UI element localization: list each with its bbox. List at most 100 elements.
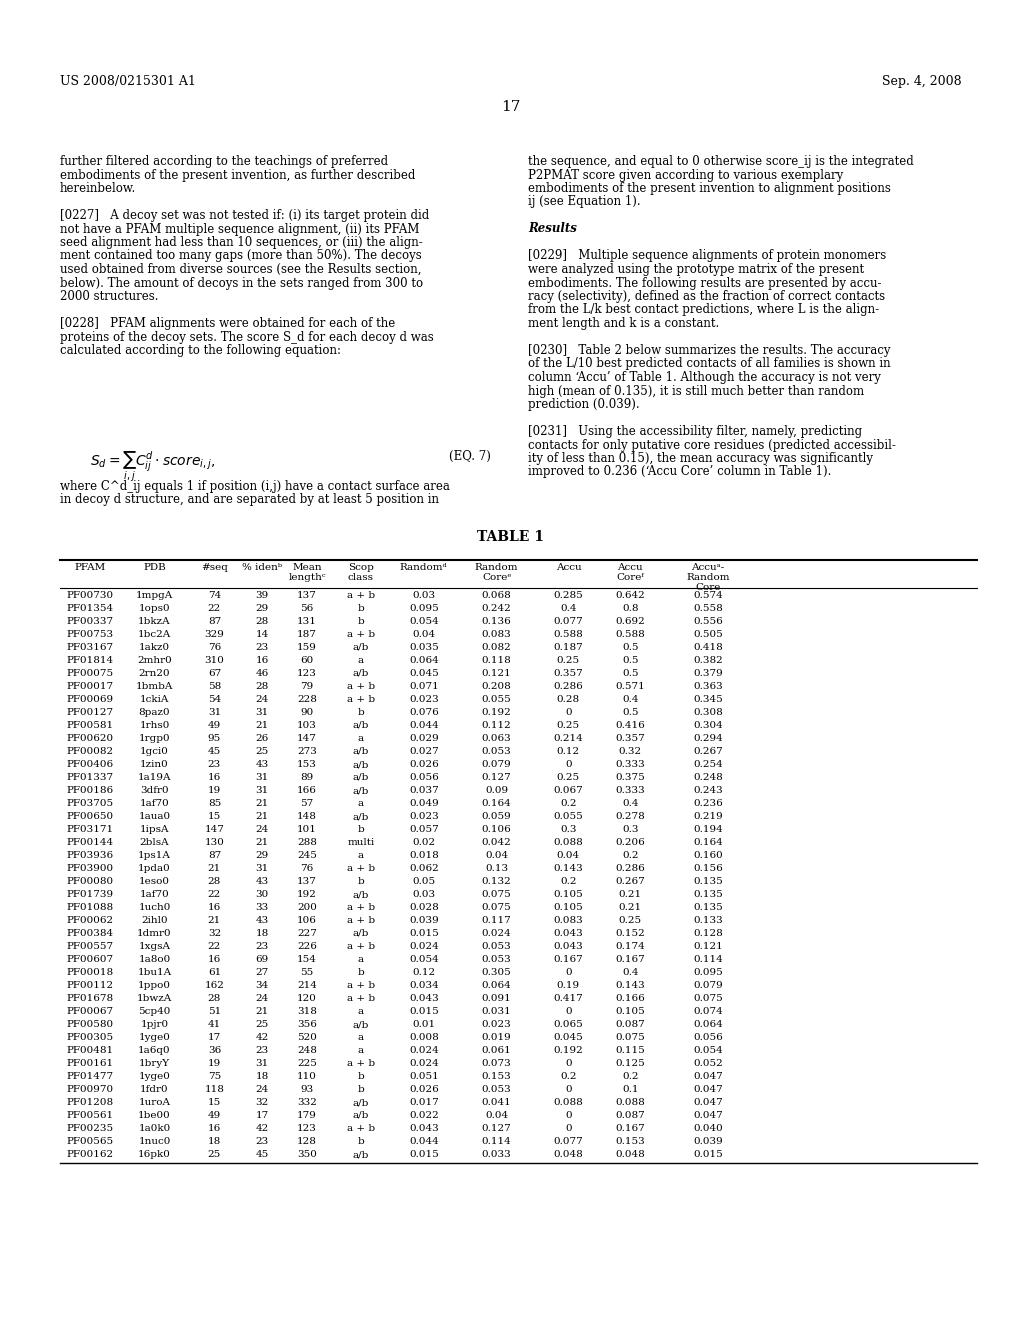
Text: 0.588: 0.588: [554, 630, 584, 639]
Text: 21: 21: [256, 721, 269, 730]
Text: b: b: [357, 1085, 365, 1094]
Text: a/b: a/b: [353, 643, 370, 652]
Text: 67: 67: [208, 669, 221, 678]
Text: 0.105: 0.105: [554, 903, 584, 912]
Text: 2000 structures.: 2000 structures.: [59, 290, 159, 304]
Text: 3dfr0: 3dfr0: [140, 785, 169, 795]
Text: 123: 123: [297, 669, 317, 678]
Text: 27: 27: [256, 968, 269, 977]
Text: 0: 0: [565, 1007, 571, 1016]
Text: 28: 28: [208, 994, 221, 1003]
Text: PF00067: PF00067: [67, 1007, 114, 1016]
Text: 16: 16: [208, 954, 221, 964]
Text: 0.023: 0.023: [409, 696, 438, 704]
Text: 25: 25: [256, 747, 269, 756]
Text: 24: 24: [256, 825, 269, 834]
Text: 0.357: 0.357: [554, 669, 584, 678]
Text: 0.187: 0.187: [554, 643, 584, 652]
Text: column ‘Accu’ of Table 1. Although the accuracy is not very: column ‘Accu’ of Table 1. Although the a…: [528, 371, 882, 384]
Text: 0.048: 0.048: [615, 1150, 645, 1159]
Text: embodiments of the present invention, as further described: embodiments of the present invention, as…: [59, 169, 415, 181]
Text: PF00730: PF00730: [67, 591, 114, 601]
Text: a/b: a/b: [353, 1020, 370, 1030]
Text: 0.164: 0.164: [693, 838, 723, 847]
Text: 0.039: 0.039: [409, 916, 438, 925]
Text: 0.087: 0.087: [615, 1111, 645, 1119]
Text: 0.132: 0.132: [481, 876, 511, 886]
Text: 0.286: 0.286: [554, 682, 584, 690]
Text: a: a: [358, 734, 365, 743]
Text: a: a: [358, 1034, 365, 1041]
Text: 15: 15: [208, 1098, 221, 1107]
Text: 0.079: 0.079: [693, 981, 723, 990]
Text: 1dmr0: 1dmr0: [137, 929, 172, 939]
Text: 58: 58: [208, 682, 221, 690]
Text: PF00481: PF00481: [67, 1045, 114, 1055]
Text: 0.067: 0.067: [554, 785, 584, 795]
Text: 0.043: 0.043: [409, 1125, 438, 1133]
Text: 123: 123: [297, 1125, 317, 1133]
Text: 21: 21: [208, 865, 221, 873]
Text: PF00069: PF00069: [67, 696, 114, 704]
Text: Mean: Mean: [292, 564, 322, 572]
Text: 21: 21: [256, 812, 269, 821]
Text: 1akz0: 1akz0: [139, 643, 170, 652]
Text: Sep. 4, 2008: Sep. 4, 2008: [882, 75, 962, 88]
Text: 16pk0: 16pk0: [138, 1150, 171, 1159]
Text: calculated according to the following equation:: calculated according to the following eq…: [59, 345, 341, 356]
Text: 0.236: 0.236: [693, 799, 723, 808]
Text: 21: 21: [256, 799, 269, 808]
Text: 0.082: 0.082: [481, 643, 511, 652]
Text: 45: 45: [256, 1150, 269, 1159]
Text: 1uroA: 1uroA: [138, 1098, 171, 1107]
Text: 1af70: 1af70: [139, 799, 169, 808]
Text: 17: 17: [501, 100, 520, 114]
Text: PF01739: PF01739: [67, 890, 114, 899]
Text: 0.166: 0.166: [615, 994, 645, 1003]
Text: 0.04: 0.04: [413, 630, 435, 639]
Text: 22: 22: [208, 942, 221, 950]
Text: 120: 120: [297, 994, 317, 1003]
Text: 0.285: 0.285: [554, 591, 584, 601]
Text: 1gci0: 1gci0: [140, 747, 169, 756]
Text: 0.088: 0.088: [554, 838, 584, 847]
Text: 0.167: 0.167: [615, 954, 645, 964]
Text: 28: 28: [256, 616, 269, 626]
Text: PF01088: PF01088: [67, 903, 114, 912]
Text: ij (see Equation 1).: ij (see Equation 1).: [528, 195, 641, 209]
Text: 0.153: 0.153: [615, 1137, 645, 1146]
Text: 0.03: 0.03: [413, 890, 435, 899]
Text: 0.075: 0.075: [615, 1034, 645, 1041]
Text: 0.127: 0.127: [481, 774, 511, 781]
Text: 0.25: 0.25: [557, 774, 580, 781]
Text: 0.024: 0.024: [409, 942, 438, 950]
Text: 0.115: 0.115: [615, 1045, 645, 1055]
Text: 60: 60: [300, 656, 313, 665]
Text: 24: 24: [256, 1085, 269, 1094]
Text: a + b: a + b: [347, 916, 375, 925]
Text: 0.03: 0.03: [413, 591, 435, 601]
Text: 0.2: 0.2: [622, 1072, 638, 1081]
Text: 0.026: 0.026: [409, 760, 438, 770]
Text: a/b: a/b: [353, 890, 370, 899]
Text: 0.048: 0.048: [554, 1150, 584, 1159]
Text: 103: 103: [297, 721, 317, 730]
Text: 0.167: 0.167: [615, 1125, 645, 1133]
Text: Accuᵃ-: Accuᵃ-: [691, 564, 725, 572]
Text: PF00970: PF00970: [67, 1085, 114, 1094]
Text: 1yge0: 1yge0: [138, 1072, 171, 1081]
Text: prediction (0.039).: prediction (0.039).: [528, 399, 640, 411]
Text: 128: 128: [297, 1137, 317, 1146]
Text: 0.12: 0.12: [413, 968, 435, 977]
Text: 0.505: 0.505: [693, 630, 723, 639]
Text: 0.194: 0.194: [693, 825, 723, 834]
Text: 1ckiA: 1ckiA: [140, 696, 169, 704]
Text: 248: 248: [297, 1045, 317, 1055]
Text: 192: 192: [297, 890, 317, 899]
Text: 24: 24: [256, 696, 269, 704]
Text: 310: 310: [205, 656, 224, 665]
Text: 0.125: 0.125: [615, 1059, 645, 1068]
Text: [0229]   Multiple sequence alignments of protein monomers: [0229] Multiple sequence alignments of p…: [528, 249, 887, 263]
Text: 0.133: 0.133: [693, 916, 723, 925]
Text: 162: 162: [205, 981, 224, 990]
